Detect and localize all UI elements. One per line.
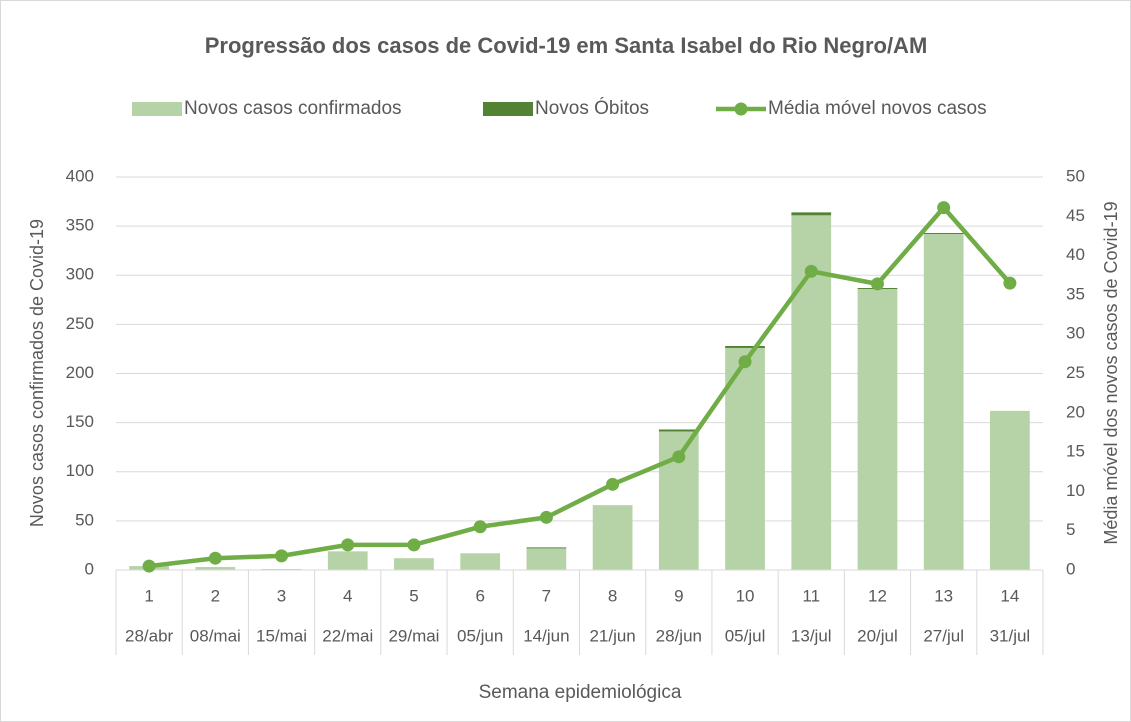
bar [526, 547, 567, 549]
x-tick-label: 8 [608, 586, 617, 605]
bar [526, 548, 567, 570]
bar [923, 233, 964, 234]
y-tick-label: 0 [85, 559, 94, 578]
x-tick-label: 2 [211, 586, 220, 605]
legend-label: Média móvel novos casos [768, 98, 987, 119]
y2-tick-label: 20 [1066, 402, 1085, 421]
x-tick-label: 4 [343, 586, 352, 605]
legend-label: Novos casos confirmados [184, 98, 402, 119]
legend-swatch [734, 102, 748, 116]
y2-tick-label: 30 [1066, 324, 1085, 343]
bar [658, 429, 699, 432]
x-tick-date: 05/jul [725, 626, 766, 645]
x-tick-label: 14 [1000, 586, 1019, 605]
x-tick-date: 20/jul [857, 626, 898, 645]
x-tick-date: 31/jul [990, 626, 1031, 645]
y2-tick-label: 25 [1066, 363, 1085, 382]
y-tick-label: 50 [75, 510, 94, 529]
x-axis-title: Semana epidemiológica [479, 682, 682, 703]
x-tick-label: 10 [736, 586, 755, 605]
y2-axis-title: Média móvel dos novos casos de Covid-19 [1101, 201, 1121, 544]
bar [460, 553, 501, 570]
x-tick-date: 22/mai [322, 626, 373, 645]
x-tick-label: 6 [475, 586, 484, 605]
legend-swatch [132, 102, 182, 116]
x-tick-date: 08/mai [190, 626, 241, 645]
bar [394, 558, 434, 570]
line-marker [738, 355, 752, 369]
y2-tick-label: 10 [1066, 481, 1085, 500]
y-tick-label: 350 [66, 216, 94, 235]
line-marker [208, 551, 222, 565]
x-tick-label: 3 [277, 586, 286, 605]
line-marker [341, 538, 355, 552]
y-tick-label: 300 [66, 265, 94, 284]
bar [923, 233, 964, 571]
y2-tick-label: 45 [1066, 206, 1085, 225]
bar [857, 289, 898, 570]
x-tick-date: 13/jul [791, 626, 832, 645]
bar [725, 347, 765, 570]
x-tick-date: 29/mai [388, 626, 439, 645]
bar [195, 567, 236, 570]
line-marker [539, 510, 553, 524]
x-tick-date: 27/jul [923, 626, 964, 645]
y2-tick-label: 15 [1066, 442, 1085, 461]
line-marker [142, 559, 156, 573]
line-marker [473, 520, 487, 534]
x-tick-date: 05/jun [457, 626, 503, 645]
x-tick-date: 28/jun [656, 626, 702, 645]
line-marker [407, 538, 421, 552]
x-tick-label: 7 [542, 586, 551, 605]
line-marker [937, 201, 951, 215]
line-marker [870, 277, 884, 291]
x-tick-label: 9 [674, 586, 683, 605]
x-tick-label: 12 [868, 586, 887, 605]
bar [791, 212, 832, 216]
y-tick-label: 200 [66, 363, 94, 382]
x-tick-label: 5 [409, 586, 418, 605]
bar [990, 410, 1030, 570]
y2-tick-label: 5 [1066, 520, 1075, 539]
x-tick-date: 28/abr [125, 626, 174, 645]
y2-tick-label: 35 [1066, 284, 1085, 303]
line-marker [1003, 276, 1017, 290]
line-marker [275, 549, 289, 563]
legend-label: Novos Óbitos [535, 97, 649, 119]
line-marker [804, 264, 818, 278]
y-tick-label: 400 [66, 166, 94, 185]
y-tick-label: 100 [66, 461, 94, 480]
y2-tick-label: 40 [1066, 245, 1085, 264]
line [148, 205, 1012, 569]
x-tick-date: 14/jun [523, 626, 569, 645]
bar [592, 505, 633, 570]
line-marker [606, 477, 620, 491]
bar [725, 345, 765, 348]
x-tick-label: 11 [802, 586, 820, 605]
y-tick-label: 150 [66, 412, 94, 431]
legend-swatch [483, 102, 533, 116]
bar [327, 551, 368, 570]
line-marker [672, 450, 686, 464]
x-tick-label: 13 [934, 586, 953, 605]
y-axis-title: Novos casos confirmados de Covid-19 [27, 219, 47, 527]
y2-tick-label: 50 [1066, 166, 1085, 185]
y2-tick-label: 0 [1066, 559, 1075, 578]
x-tick-date: 21/jun [589, 626, 635, 645]
x-tick-date: 15/mai [256, 626, 307, 645]
x-tick-label: 1 [144, 586, 153, 605]
chart-title: Progressão dos casos de Covid-19 em Sant… [205, 33, 928, 58]
y-tick-label: 250 [66, 314, 94, 333]
